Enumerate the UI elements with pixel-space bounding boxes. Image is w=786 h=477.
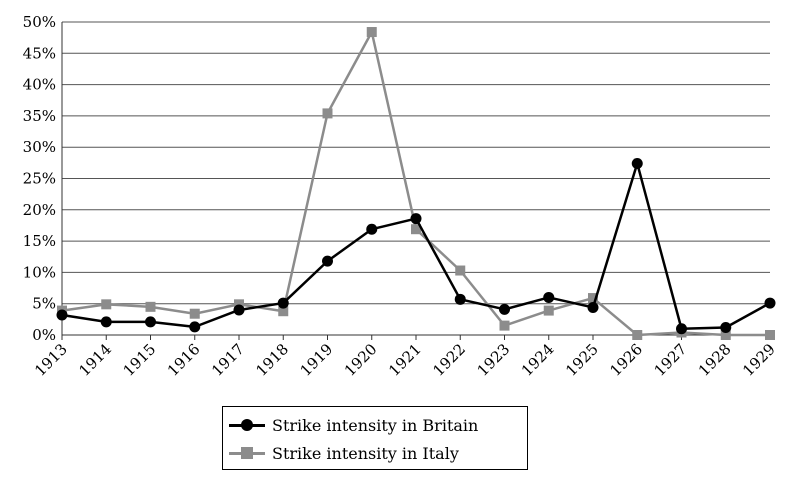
britain-data-point: [676, 323, 687, 335]
y-tick-label: 20%: [23, 201, 56, 219]
italy-data-point: [720, 330, 731, 340]
britain-data-point: [720, 321, 732, 333]
legend-item-italy: Strike intensity in Italy: [229, 439, 459, 467]
italy-data-point: [278, 306, 289, 317]
x-tick-label: 1916: [164, 340, 204, 380]
italy-data-point: [499, 320, 510, 331]
x-tick-label: 1922: [429, 340, 469, 380]
britain-data-point: [145, 316, 156, 328]
x-tick-label: 1918: [252, 340, 292, 380]
x-axis-tick-labels: 1913 1914 1915 1916 1917 1918 1919 1920 1921 1922…: [31, 340, 779, 380]
italy-data-point: [234, 299, 244, 310]
italy-data-point: [322, 108, 333, 119]
x-tick-label: 1919: [297, 340, 337, 380]
x-tick-label: 1927: [651, 340, 691, 380]
y-axis-tick-labels: 0% 5% 10% 15% 20% 25% 30% 35% 40% 45% 50%: [23, 13, 56, 344]
italy-data-point: [765, 330, 775, 340]
grid-lines: [62, 21, 770, 305]
britain-data-point: [189, 321, 201, 333]
x-tick-label: 1923: [474, 340, 514, 380]
italy-data-point: [189, 308, 200, 319]
series-group: [56, 27, 776, 340]
x-tick-label: 1914: [75, 340, 115, 380]
x-tick-label: 1926: [606, 340, 646, 380]
italy-data-point: [101, 299, 112, 310]
legend-label-italy: Strike intensity in Italy: [272, 443, 459, 463]
britain-data-point: [277, 297, 289, 309]
legend: Strike intensity in Britain Strike inten…: [222, 406, 528, 470]
britain-data-point: [587, 301, 599, 313]
britain-data-point: [543, 291, 555, 303]
britain-data-point: [56, 309, 68, 321]
britain-data-point: [100, 316, 112, 328]
x-tick-label: 1917: [208, 340, 248, 380]
x-tick-label: 1929: [739, 340, 779, 380]
x-tick-label: 1920: [341, 340, 381, 380]
britain-data-point: [764, 297, 776, 309]
y-tick-label: 0%: [32, 326, 56, 344]
italy-data-point: [588, 293, 598, 304]
y-tick-label: 45%: [23, 44, 56, 62]
y-tick-label: 5%: [32, 295, 56, 313]
y-tick-label: 50%: [23, 13, 56, 31]
britain-data-point: [410, 213, 422, 225]
y-tick-label: 10%: [23, 263, 56, 281]
x-tick-label: 1925: [562, 340, 602, 380]
series-britain: [56, 157, 776, 335]
britain-data-point: [499, 303, 510, 315]
line-chart: 0% 5% 10% 15% 20% 25% 30% 35% 40% 45% 50% 1913 1914…: [23, 13, 779, 380]
italy-line-swatch-icon: [229, 445, 265, 461]
series-italy: [57, 27, 775, 340]
y-tick-label: 15%: [23, 232, 56, 250]
y-tick-label: 30%: [23, 138, 56, 156]
x-tick-label: 1924: [518, 340, 558, 380]
britain-line-swatch-icon: [229, 417, 265, 433]
x-tick-label: 1921: [385, 340, 425, 380]
legend-label-britain: Strike intensity in Britain: [272, 415, 479, 435]
y-tick-label: 40%: [23, 76, 56, 94]
britain-data-point: [631, 157, 643, 169]
axes: [61, 22, 771, 340]
italy-data-point: [366, 27, 377, 38]
y-tick-label: 25%: [23, 170, 56, 188]
italy-data-point: [455, 265, 466, 276]
italy-data-point: [632, 330, 643, 340]
x-tick-label: 1928: [695, 340, 735, 380]
britain-data-point: [454, 293, 466, 305]
x-tick-label: 1913: [31, 340, 71, 380]
legend-item-britain: Strike intensity in Britain: [229, 411, 478, 439]
italy-data-point: [411, 224, 421, 235]
x-tick-label: 1915: [120, 340, 160, 380]
britain-data-point: [366, 223, 378, 235]
italy-data-point: [543, 305, 554, 316]
y-tick-label: 35%: [23, 107, 56, 125]
britain-data-point: [322, 255, 333, 267]
britain-data-point: [233, 304, 245, 316]
italy-data-point: [145, 301, 156, 312]
italy-series-line: [61, 30, 770, 337]
